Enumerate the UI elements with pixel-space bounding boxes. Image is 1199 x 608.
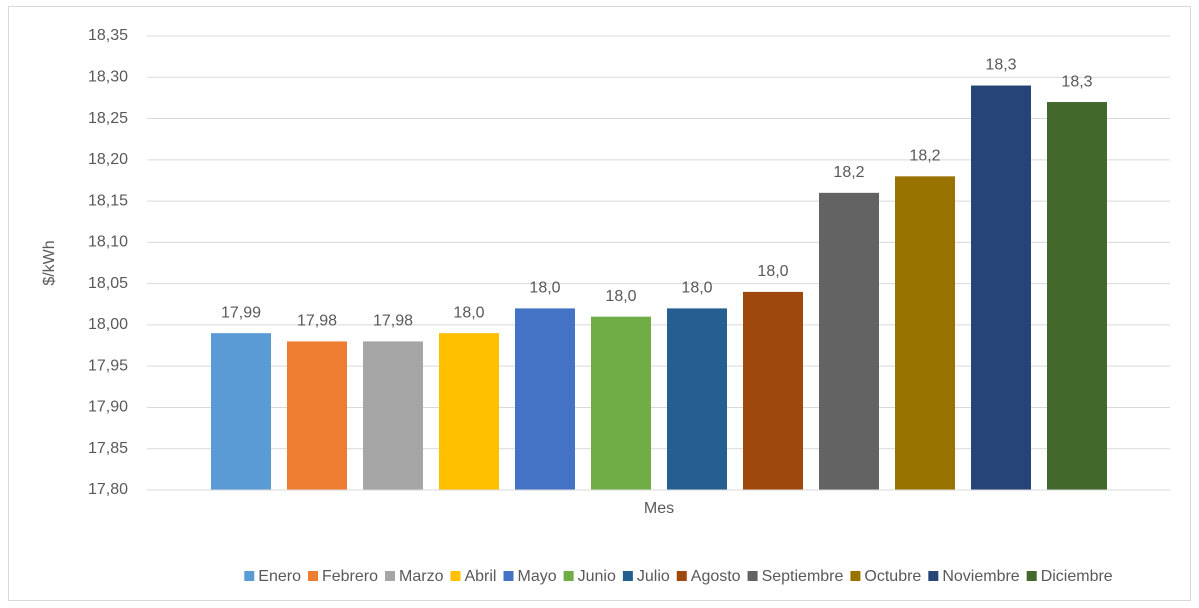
legend-label: Junio (578, 568, 616, 585)
y-axis-label: $/kWh (41, 240, 58, 285)
value-label: 18,0 (757, 263, 788, 280)
legend-label: Mayo (517, 568, 556, 585)
legend-swatch (622, 571, 633, 581)
value-label: 18,0 (681, 280, 712, 297)
y-tick-label: 17,85 (88, 440, 128, 457)
value-label: 18,0 (453, 304, 484, 321)
legend-label: Septiembre (762, 568, 844, 585)
bar (363, 341, 423, 490)
y-tick-label: 18,10 (88, 234, 128, 251)
legend-swatch (1026, 571, 1037, 581)
value-label: 18,3 (1061, 73, 1092, 90)
bar (971, 85, 1031, 490)
legend-label: Abril (464, 568, 496, 585)
legend-label: Agosto (691, 568, 741, 585)
legend-swatch (307, 571, 318, 581)
bar (287, 341, 347, 490)
bar (1047, 102, 1107, 490)
y-tick-label: 18,35 (88, 27, 128, 44)
y-tick-label: 18,05 (88, 275, 128, 292)
value-label: 18,2 (909, 148, 940, 165)
bar (591, 316, 651, 490)
legend-label: Julio (637, 568, 670, 585)
bar (895, 176, 955, 490)
legend-swatch (928, 571, 939, 581)
y-tick-label: 18,25 (88, 110, 128, 127)
legend-label: Marzo (399, 568, 444, 585)
y-tick-label: 17,90 (88, 399, 128, 416)
legend-swatch (244, 571, 255, 581)
y-tick-label: 18,30 (88, 68, 128, 85)
bar (515, 308, 575, 490)
legend-swatch (676, 571, 687, 581)
legend-label: Febrero (322, 568, 378, 585)
x-tick-label: Mes (644, 500, 674, 517)
value-label: 17,99 (221, 304, 261, 321)
legend-label: Diciembre (1041, 568, 1113, 585)
bar (819, 192, 879, 490)
legend-label: Octubre (864, 568, 921, 585)
legend-label: Enero (258, 568, 301, 585)
y-tick-label: 17,95 (88, 357, 128, 374)
bar (439, 333, 499, 490)
value-label: 18,0 (529, 280, 560, 297)
y-tick-label: 17,80 (88, 481, 128, 498)
value-label: 17,98 (373, 313, 413, 330)
y-tick-label: 18,00 (88, 316, 128, 333)
value-label: 18,2 (833, 164, 864, 181)
legend-swatch (563, 571, 574, 581)
bar (667, 308, 727, 490)
bar (743, 291, 803, 490)
legend-swatch (385, 571, 396, 581)
legend-label: Noviembre (942, 568, 1019, 585)
bar (211, 333, 271, 490)
legend-swatch (850, 571, 861, 581)
legend-swatch (450, 571, 461, 581)
legend-swatch (747, 571, 758, 581)
value-label: 18,0 (605, 288, 636, 305)
y-tick-label: 18,20 (88, 151, 128, 168)
legend-swatch (503, 571, 514, 581)
value-label: 18,3 (985, 57, 1016, 74)
value-label: 17,98 (297, 313, 337, 330)
y-tick-label: 18,15 (88, 192, 128, 209)
